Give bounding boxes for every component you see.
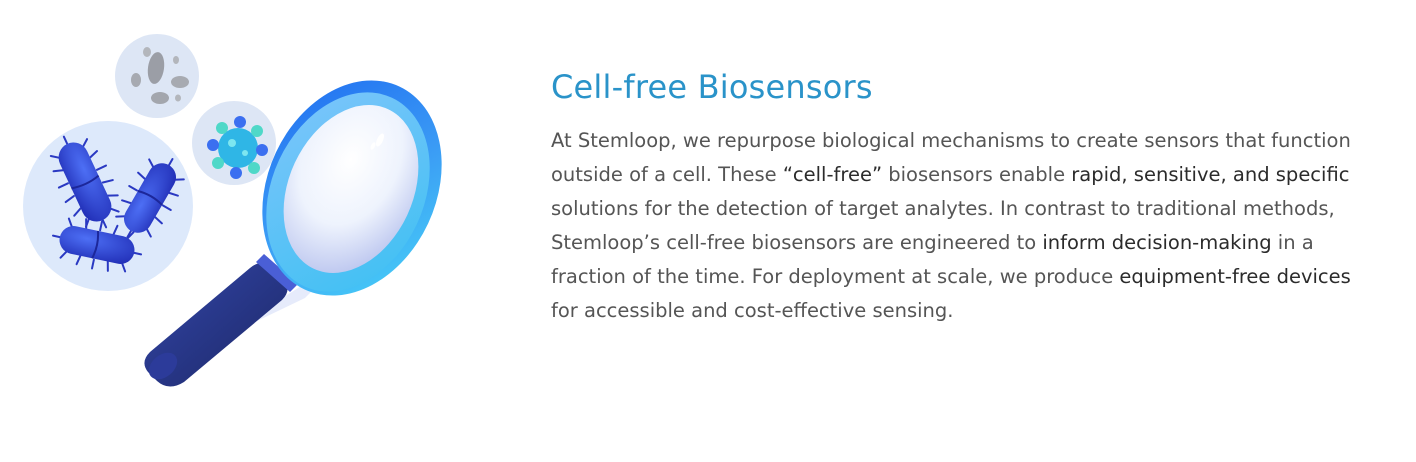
highlight-equipment-free-devices: equipment-free devices	[1119, 265, 1351, 288]
description-text: for accessible and cost-effective sensin…	[551, 299, 954, 322]
cells-bubble	[115, 34, 199, 118]
highlight-rapid-sensitive-specific: rapid, sensitive, and specific	[1071, 163, 1350, 186]
magnifier-lens	[262, 80, 442, 296]
bacterium-icon	[115, 158, 185, 238]
content-block: Cell-free Biosensors At Stemloop, we rep…	[551, 62, 1381, 328]
biosensor-illustration	[0, 0, 470, 458]
section-title: Cell-free Biosensors	[551, 68, 873, 106]
description-text: biosensors enable	[882, 163, 1072, 186]
magnifier-handle	[144, 254, 298, 387]
virus-icon	[207, 116, 268, 179]
section-description: At Stemloop, we repurpose biological mec…	[551, 124, 1381, 328]
highlight-inform-decision-making: inform decision-making	[1042, 231, 1272, 254]
bacteria-bubble	[23, 121, 193, 291]
description-text: At Stemloop, we repurpose biological mec…	[551, 129, 1351, 186]
description-text: solutions for the detection of target an…	[551, 197, 1335, 254]
bacterium-icon	[51, 217, 143, 273]
highlight-cell-free: “cell-free”	[782, 163, 883, 186]
description-text: in a fraction of the time. For deploymen…	[551, 231, 1314, 288]
virus-bubble	[192, 101, 276, 185]
